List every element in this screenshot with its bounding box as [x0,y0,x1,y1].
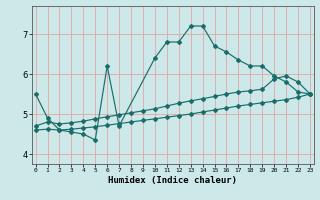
X-axis label: Humidex (Indice chaleur): Humidex (Indice chaleur) [108,176,237,185]
